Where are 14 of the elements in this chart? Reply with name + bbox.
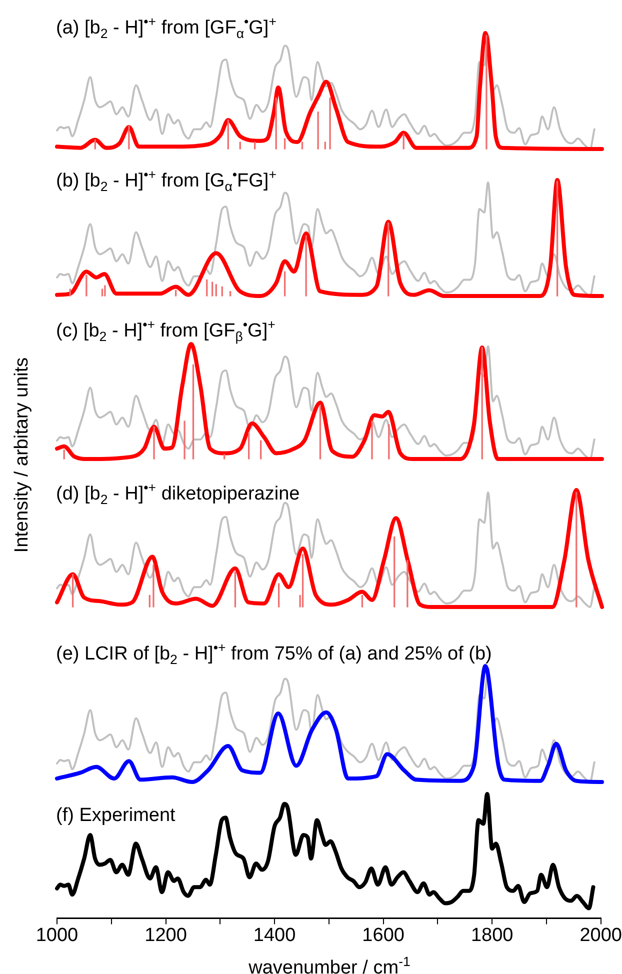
chart-title: (d) [b$_{2}$ - H]$^{•+}$ diketopiperazine xyxy=(56,479,300,510)
x-tick-label: 1800 xyxy=(470,924,514,946)
x-tick-label: 1200 xyxy=(144,924,187,946)
x-axis-title: wavenumber / cm$^{-1}$ xyxy=(248,953,412,974)
text: (f) Experiment xyxy=(56,804,176,828)
x-tick-label: 2000 xyxy=(580,924,622,946)
x-tick-label: 1000 xyxy=(36,924,78,946)
chart-title: (b) [b$_{2}$ - H]$^{•+}$ from [G$_{α}$$^{•}$FG]$^{+}$ xyxy=(56,167,276,194)
chart-title: (c) [b$_{2}$ - H]$^{•+}$ from [GF$_{β}$$^{•}$G]$^{+}$ xyxy=(56,317,276,344)
x-tick-label: 1600 xyxy=(362,924,404,946)
chart-title: (e) LCIR of [b$_{2}$ - H]$^{•+}$ from 75% of (a) and 25% of (b) xyxy=(56,639,492,670)
chart-title: (a) [b$_{2}$ - H]$^{•+}$ from [GF$_{α}$$^{•}$G]$^{+}$ xyxy=(56,14,276,42)
y-axis-title: Intensity / arbitary units xyxy=(11,357,34,553)
x-tick-label: 1400 xyxy=(253,924,296,946)
